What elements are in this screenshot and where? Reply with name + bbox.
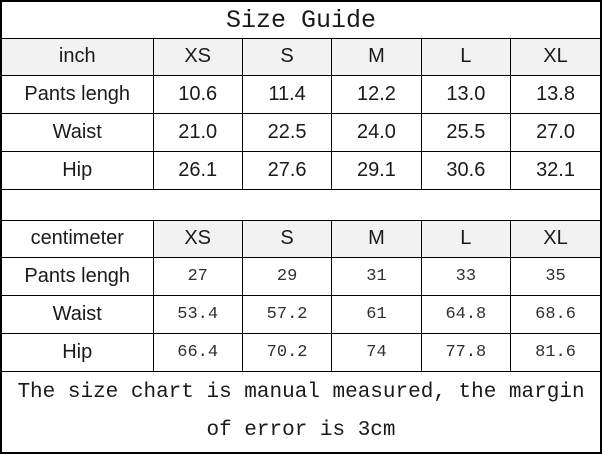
- row-label: Hip: [2, 332, 154, 371]
- cell-value: 13.8: [510, 74, 600, 114]
- col-header-xl: XL: [510, 39, 600, 76]
- cell-value: 27: [152, 256, 243, 296]
- spacer-row: [2, 189, 600, 221]
- cell-value: 29.1: [331, 150, 422, 189]
- cell-value: 11.4: [241, 74, 333, 114]
- col-header-m: M: [331, 39, 422, 76]
- cell-value: 32.1: [510, 150, 600, 189]
- table-row: Hip 66.4 70.2 74 77.8 81.6: [2, 332, 600, 371]
- cell-value: 12.2: [331, 74, 422, 114]
- measurement-note: The size chart is manual measured, the m…: [2, 371, 600, 452]
- row-label: Waist: [2, 294, 154, 334]
- cell-value: 64.8: [420, 294, 512, 334]
- row-label: Waist: [2, 112, 154, 152]
- cell-value: 31: [331, 256, 422, 296]
- size-table-centimeter: centimeter XS S M L XL Pants lengh 27 29…: [2, 221, 600, 371]
- cell-value: 61: [331, 294, 422, 334]
- cell-value: 70.2: [241, 332, 333, 371]
- table-row: Waist 53.4 57.2 61 64.8 68.6: [2, 294, 600, 334]
- col-header-s: S: [241, 39, 333, 76]
- cell-value: 33: [420, 256, 512, 296]
- cell-value: 27.6: [241, 150, 333, 189]
- cell-value: 10.6: [152, 74, 243, 114]
- cell-value: 25.5: [420, 112, 512, 152]
- col-header-l: L: [420, 39, 512, 76]
- cell-value: 66.4: [152, 332, 243, 371]
- cell-value: 77.8: [420, 332, 512, 371]
- col-header-xs: XS: [152, 39, 243, 76]
- cell-value: 21.0: [152, 112, 243, 152]
- cell-value: 22.5: [241, 112, 333, 152]
- size-table-inch: inch XS S M L XL Pants lengh 10.6 11.4 1…: [2, 39, 600, 189]
- row-label: Pants lengh: [2, 256, 154, 296]
- cell-value: 29: [241, 256, 333, 296]
- row-label: Hip: [2, 150, 154, 189]
- cell-value: 13.0: [420, 74, 512, 114]
- table-row: Pants lengh 10.6 11.4 12.2 13.0 13.8: [2, 74, 600, 114]
- col-header-xl: XL: [510, 221, 600, 258]
- table-row: Pants lengh 27 29 31 33 35: [2, 256, 600, 296]
- col-header-s: S: [241, 221, 333, 258]
- page-title: Size Guide: [2, 2, 600, 39]
- cell-value: 53.4: [152, 294, 243, 334]
- unit-header-inch: inch: [2, 39, 154, 76]
- cell-value: 74: [331, 332, 422, 371]
- cell-value: 35: [510, 256, 600, 296]
- cell-value: 30.6: [420, 150, 512, 189]
- table-header-row-inch: inch XS S M L XL: [2, 39, 600, 76]
- col-header-xs: XS: [152, 221, 243, 258]
- row-label: Pants lengh: [2, 74, 154, 114]
- cell-value: 26.1: [152, 150, 243, 189]
- cell-value: 24.0: [331, 112, 422, 152]
- cell-value: 27.0: [510, 112, 600, 152]
- unit-header-centimeter: centimeter: [2, 221, 154, 258]
- table-row: Waist 21.0 22.5 24.0 25.5 27.0: [2, 112, 600, 152]
- col-header-m: M: [331, 221, 422, 258]
- table-row: Hip 26.1 27.6 29.1 30.6 32.1: [2, 150, 600, 189]
- table-header-row-centimeter: centimeter XS S M L XL: [2, 221, 600, 258]
- cell-value: 68.6: [510, 294, 600, 334]
- cell-value: 57.2: [241, 294, 333, 334]
- cell-value: 81.6: [510, 332, 600, 371]
- col-header-l: L: [420, 221, 512, 258]
